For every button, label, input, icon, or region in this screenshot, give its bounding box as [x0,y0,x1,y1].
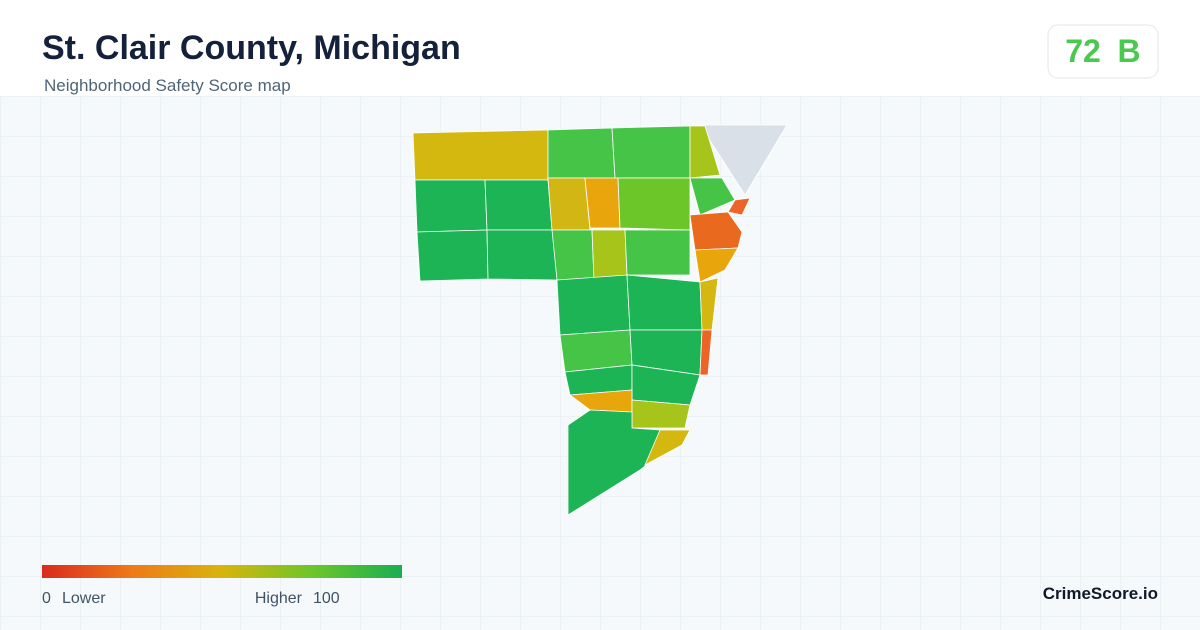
region [551,229,595,281]
region [694,247,739,283]
region [484,179,553,231]
legend-min: 0 [42,590,51,607]
region [486,229,558,281]
legend-max: 100 [313,590,340,607]
region [416,229,489,282]
region [689,125,721,179]
region [412,129,549,181]
region [727,197,751,216]
legend-max-label: Higher [255,590,303,607]
region [547,127,616,179]
region [556,274,631,336]
badge-box [1047,24,1159,79]
region [631,399,691,429]
region [699,329,713,376]
lake-area [699,124,788,196]
region [584,177,621,229]
title: St. Clair County, Michigan [42,29,461,67]
county-map [412,124,788,516]
region [644,429,691,466]
score-badge: 72 B [1047,24,1159,79]
region [689,211,743,251]
score-grade: B [1117,33,1140,69]
region [591,229,628,281]
legend-scale [42,565,402,578]
region [547,177,591,231]
region [624,229,691,276]
score-value: 72 [1065,33,1101,69]
legend-min-label: Lower [62,590,106,607]
region [611,125,691,179]
region [414,179,488,233]
brand: CrimeScore.io [1043,584,1158,603]
subtitle: Neighborhood Safety Score map [44,76,291,95]
region [617,177,691,231]
region [626,274,703,331]
region [559,329,633,373]
